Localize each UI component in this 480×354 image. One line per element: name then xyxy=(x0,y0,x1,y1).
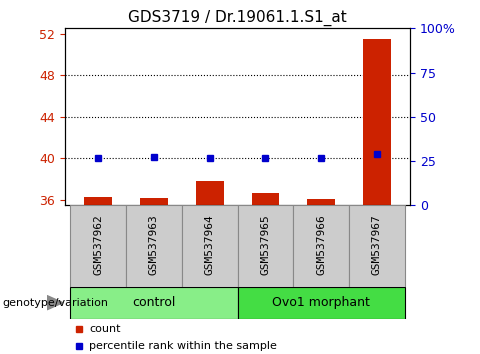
Bar xyxy=(196,181,224,205)
Bar xyxy=(140,198,168,205)
Bar xyxy=(293,205,349,287)
Text: genotype/variation: genotype/variation xyxy=(2,298,108,308)
Title: GDS3719 / Dr.19061.1.S1_at: GDS3719 / Dr.19061.1.S1_at xyxy=(128,9,347,25)
Bar xyxy=(307,199,335,205)
Text: percentile rank within the sample: percentile rank within the sample xyxy=(89,341,277,351)
Text: GSM537965: GSM537965 xyxy=(261,214,270,275)
Text: GSM537967: GSM537967 xyxy=(372,214,382,275)
Text: control: control xyxy=(132,296,176,309)
Bar xyxy=(182,205,238,287)
Text: count: count xyxy=(89,324,120,333)
Text: GSM537966: GSM537966 xyxy=(316,214,326,275)
Bar xyxy=(84,197,112,205)
Bar xyxy=(71,205,126,287)
Text: GSM537964: GSM537964 xyxy=(205,214,215,275)
Bar xyxy=(252,193,279,205)
Bar xyxy=(126,205,182,287)
Bar xyxy=(238,205,293,287)
Bar xyxy=(238,287,405,319)
Bar xyxy=(71,287,238,319)
Text: Ovo1 morphant: Ovo1 morphant xyxy=(272,296,370,309)
Polygon shape xyxy=(47,296,63,310)
Bar xyxy=(363,39,391,205)
Text: GSM537963: GSM537963 xyxy=(149,214,159,275)
Text: GSM537962: GSM537962 xyxy=(93,214,103,275)
Bar xyxy=(349,205,405,287)
